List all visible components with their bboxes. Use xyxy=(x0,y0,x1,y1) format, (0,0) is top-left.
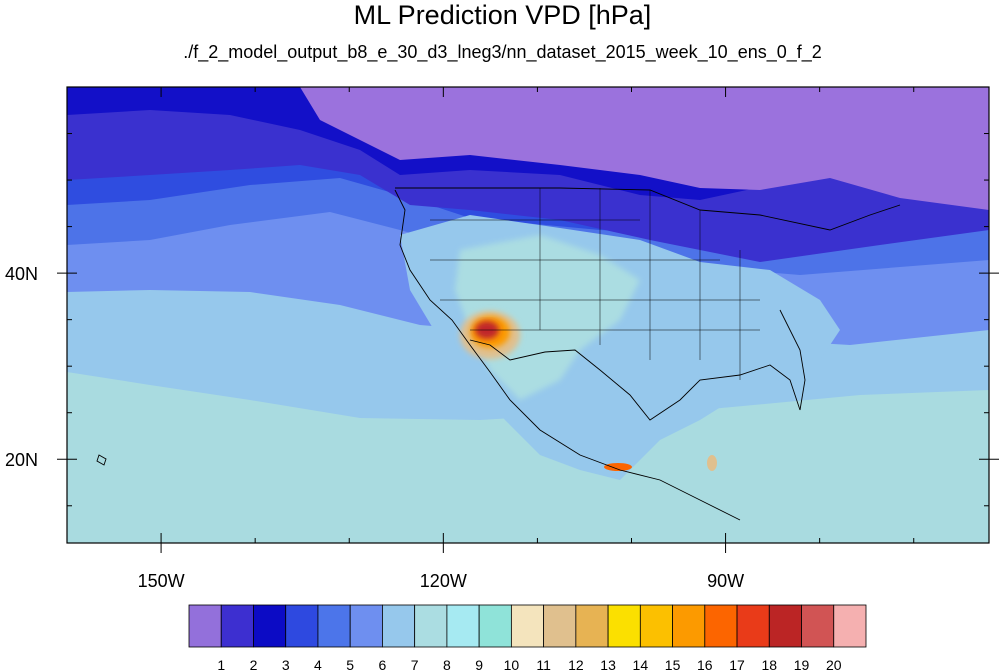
colorbar-label: 20 xyxy=(826,657,842,672)
colorbar-label: 8 xyxy=(443,657,451,672)
colorbar-labels: 1 2 3 4 5 6 7 8 9 10 11 12 13 14 15 16 17 18 19 20 xyxy=(217,657,841,672)
plot-title: ML Prediction VPD [hPa] xyxy=(353,0,652,30)
colorbar-swatch xyxy=(382,604,416,648)
colorbar-label: 4 xyxy=(314,657,322,672)
colorbar-label: 2 xyxy=(250,657,258,672)
colorbar-swatch xyxy=(446,604,480,648)
axis-tick-labels: 150W 120W 90W 40N 20N xyxy=(5,264,744,591)
mexico-us-border xyxy=(469,339,801,421)
colorbar-label: 1 xyxy=(217,657,225,672)
hawaii-outline xyxy=(96,454,107,466)
colorbar-swatch xyxy=(543,604,577,648)
colorbar-label: 13 xyxy=(600,657,616,672)
colorbar-label: 10 xyxy=(504,657,520,672)
state-lines xyxy=(430,188,760,380)
axis-ticks xyxy=(57,87,999,553)
canada-light-purple-region xyxy=(300,87,989,210)
colorbar-label: 6 xyxy=(379,657,387,672)
colorbar-swatch xyxy=(833,604,867,648)
colorbar-swatch xyxy=(253,604,287,648)
lat-tick-label: 20N xyxy=(5,450,38,470)
colorbar-swatch xyxy=(736,604,770,648)
colorbar-label: 16 xyxy=(697,657,713,672)
lat-tick-label: 40N xyxy=(5,264,38,284)
colorbar-swatch xyxy=(704,604,738,648)
colorbar-swatch xyxy=(510,604,545,648)
lon-tick-label: 120W xyxy=(420,571,467,591)
colorbar-swatch xyxy=(220,604,254,648)
colorbar-label: 9 xyxy=(475,657,483,672)
colorbar-swatch xyxy=(639,604,673,648)
colorbar-swatch xyxy=(575,604,609,648)
colorbar-label: 18 xyxy=(761,657,777,672)
pacific-coastline xyxy=(394,189,741,521)
colorbar-label: 19 xyxy=(794,657,810,672)
colorbar-swatch xyxy=(414,604,448,648)
colorbar-swatch xyxy=(317,604,351,648)
southwest-light-region xyxy=(455,235,640,400)
colorbar-swatch xyxy=(768,604,802,648)
us-canada-border xyxy=(395,187,901,231)
colorbar-swatch xyxy=(349,604,383,648)
lon-tick-label: 90W xyxy=(707,571,744,591)
boundaries xyxy=(96,187,901,521)
vpd-hotspot-mexico xyxy=(604,463,632,471)
map-frame xyxy=(66,86,990,544)
florida-coast xyxy=(779,309,806,411)
colorbar-label: 5 xyxy=(346,657,354,672)
colorbar-label: 3 xyxy=(282,657,290,672)
vpd-hotspot-yucatan xyxy=(707,455,717,471)
colorbar-swatch xyxy=(478,604,512,648)
colorbar-swatch xyxy=(801,604,835,648)
colorbar-label: 12 xyxy=(568,657,584,672)
colorbar-label: 15 xyxy=(665,657,681,672)
colorbar-swatch xyxy=(607,604,641,648)
colorbar-label: 17 xyxy=(729,657,745,672)
colorbar-label: 14 xyxy=(633,657,649,672)
lon-tick-label: 150W xyxy=(138,571,185,591)
colorbar-swatch xyxy=(672,604,706,648)
colorbar-swatch xyxy=(285,604,319,648)
colorbar-label: 11 xyxy=(536,657,551,672)
map-field xyxy=(67,87,989,543)
colorbar-label: 7 xyxy=(411,657,419,672)
colorbar xyxy=(188,604,867,648)
colorbar-swatch xyxy=(188,604,222,648)
plot-subtitle: ./f_2_model_output_b8_e_30_d3_lneg3/nn_d… xyxy=(183,42,822,62)
